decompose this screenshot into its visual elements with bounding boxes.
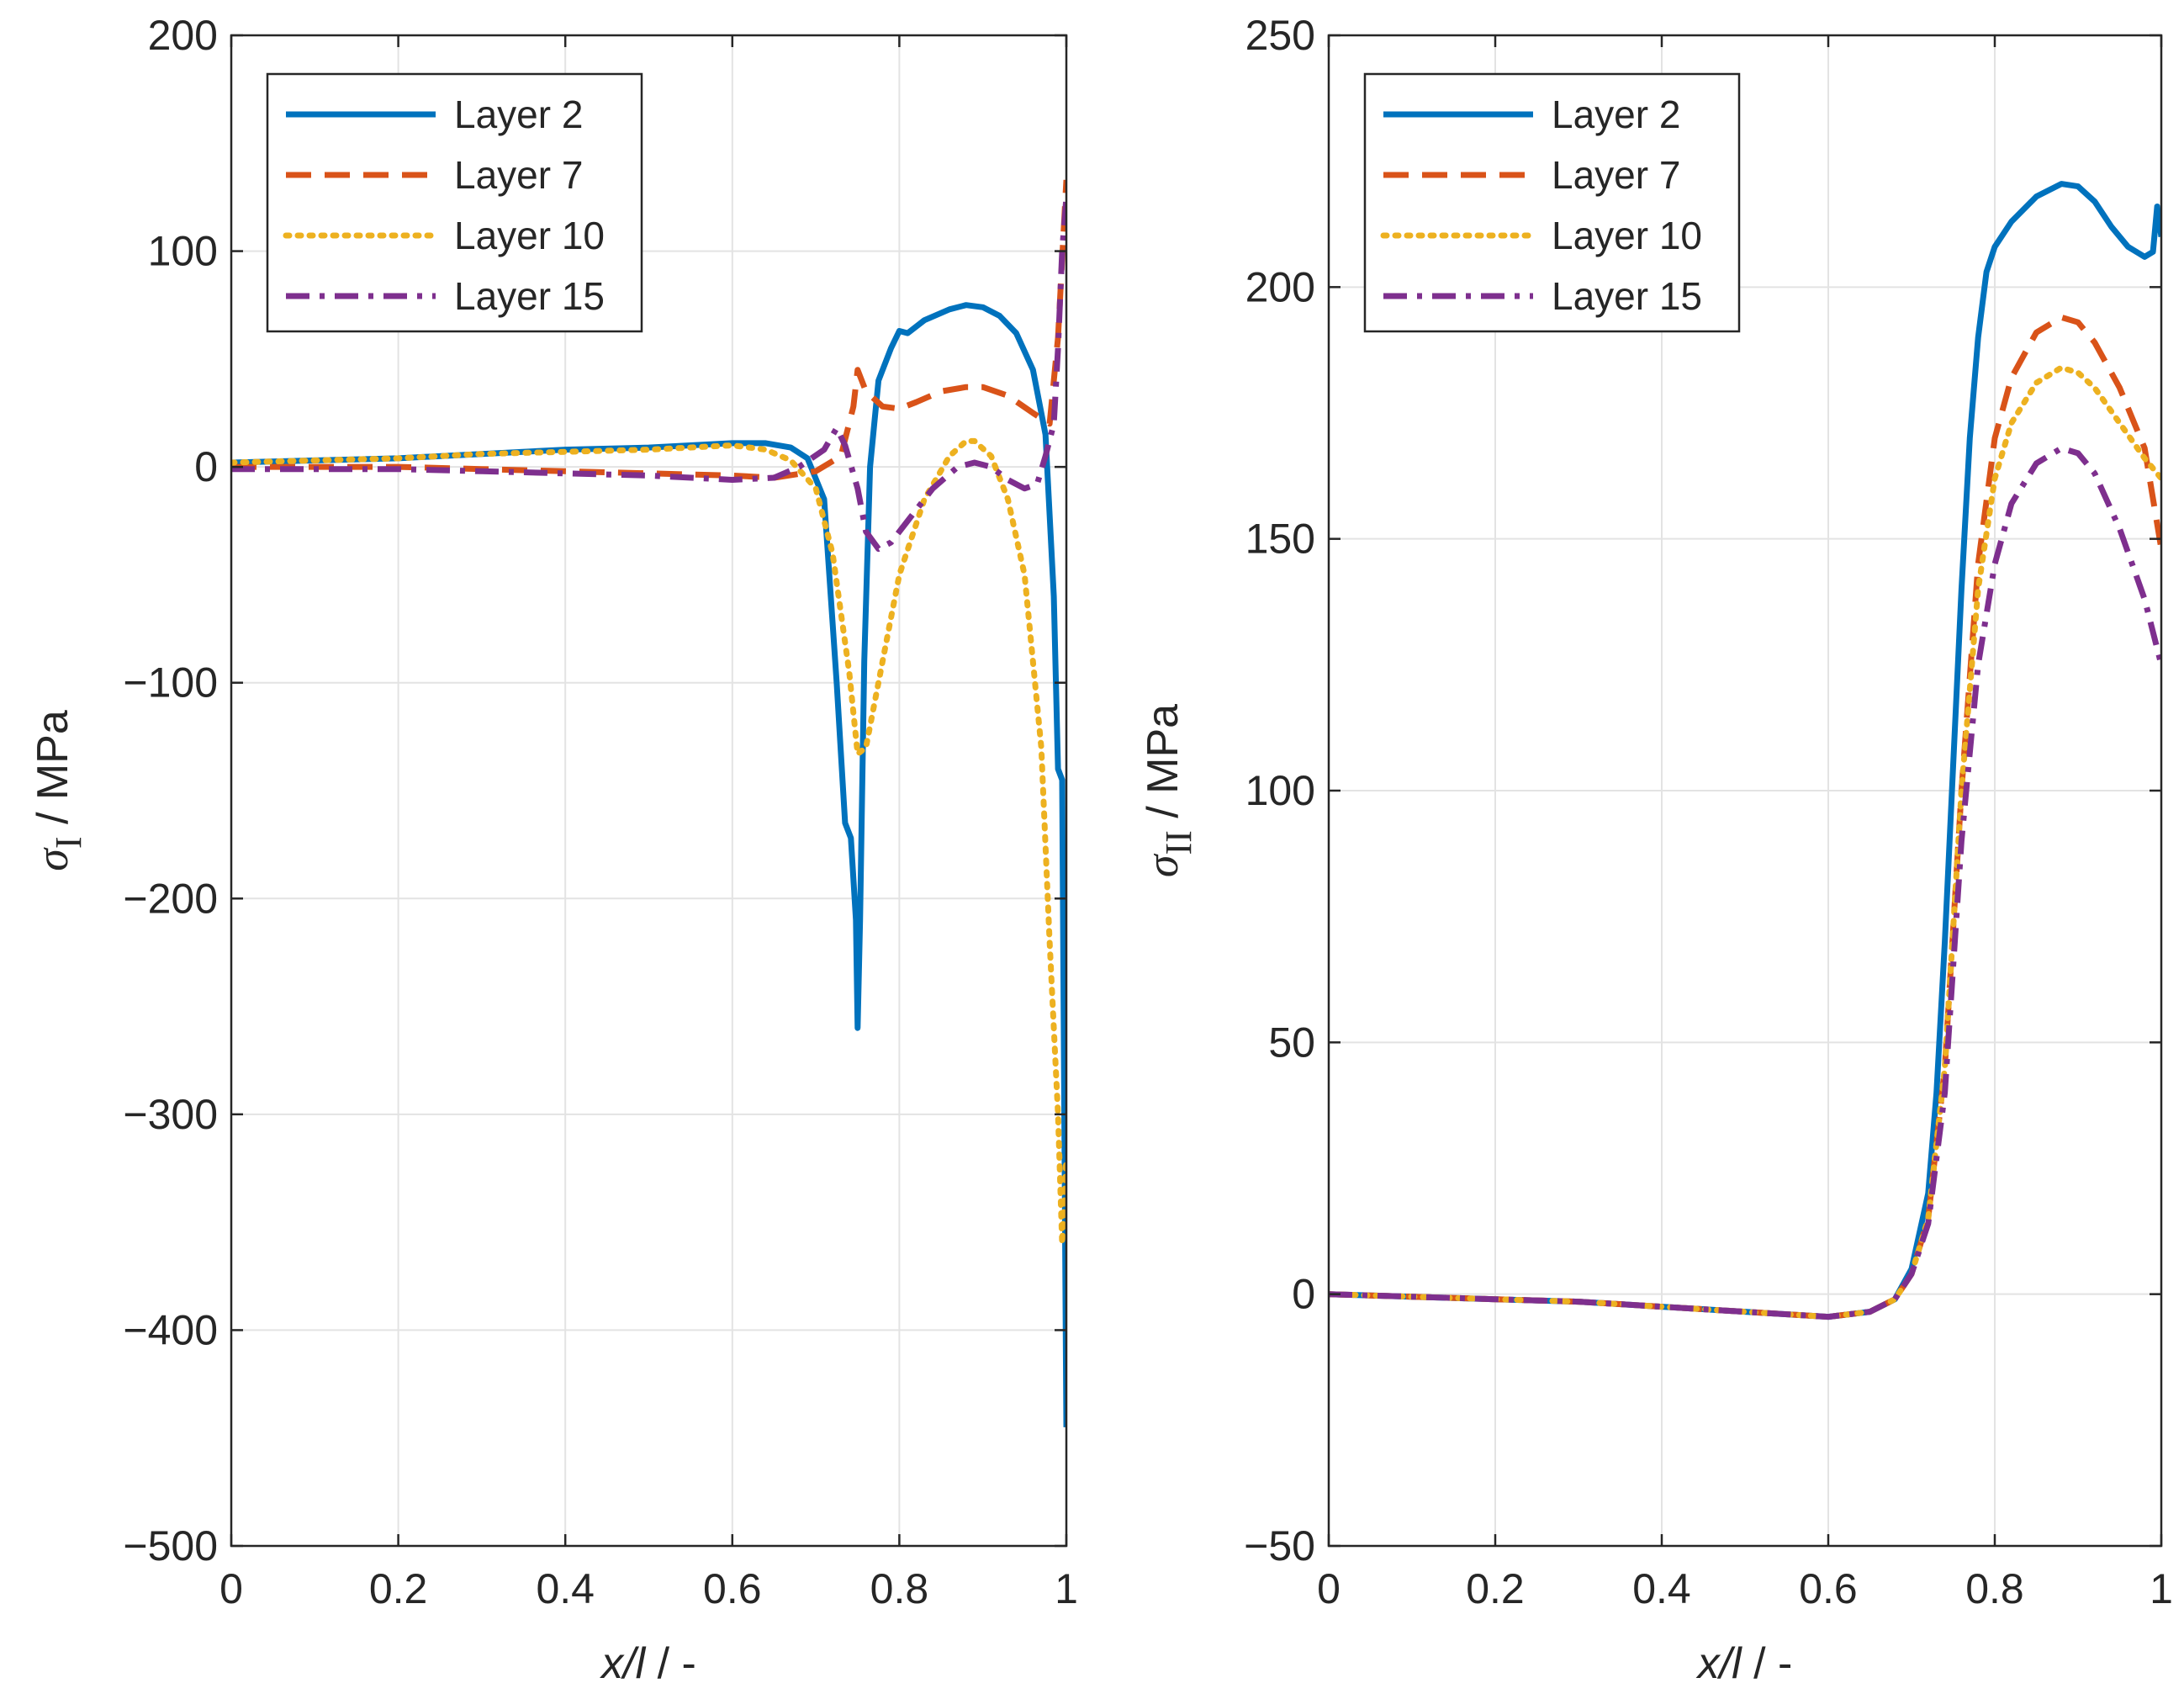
series-line-layer-2 (1329, 181, 2161, 1321)
y-axis-label: σI / MPa (27, 710, 89, 871)
x-tick-label: 0.4 (536, 1565, 595, 1612)
series-line-layer-7 (1329, 314, 2161, 1321)
x-tick-label: 0.6 (703, 1565, 762, 1612)
legend-label: Layer 7 (454, 153, 583, 197)
series-line-layer-10 (231, 437, 1066, 1247)
legend-label: Layer 2 (1552, 93, 1680, 136)
y-axis-subscript: I (48, 836, 89, 849)
y-tick-label: 150 (1245, 516, 1315, 563)
y-tick-label: 200 (148, 12, 218, 59)
legend-label: Layer 10 (1552, 214, 1702, 257)
series-line-layer-15 (1329, 445, 2161, 1321)
left-chart: 0 0.2 0.4 0.6 0.8 1 −500 −400 −300 −200 −100 0 100 20… (27, 12, 1078, 1688)
x-axis-label: x/l / - (599, 1639, 696, 1688)
axes-box (230, 34, 1068, 1548)
x-tick-label: 0.6 (1799, 1565, 1858, 1612)
x-tick-label: 0.8 (1965, 1565, 2024, 1612)
y-axis-unit: / MPa (1139, 704, 1187, 830)
x-axis-variable: x/l (599, 1639, 646, 1688)
y-tick-label: −500 (123, 1522, 218, 1569)
x-tick-label: 0 (219, 1565, 243, 1612)
y-axis-symbol: σ (1137, 853, 1187, 877)
y-tick-label: −50 (1244, 1522, 1315, 1569)
x-tick-label: 0.2 (369, 1565, 428, 1612)
x-tick-label: 0.4 (1632, 1565, 1691, 1612)
series-group (231, 179, 1066, 1427)
y-tick-label: 250 (1245, 12, 1315, 59)
y-tick-label: −100 (123, 659, 218, 707)
y-tick-label: 0 (194, 443, 218, 490)
y-axis-label: σII / MPa (1137, 704, 1199, 877)
x-axis-unit: / - (645, 1639, 696, 1688)
legend-label: Layer 10 (454, 214, 605, 257)
y-axis-unit: / MPa (29, 710, 77, 836)
y-axis-symbol: σ (27, 847, 77, 871)
x-tick-label: 1 (1055, 1565, 1078, 1612)
series-group (1329, 181, 2161, 1321)
x-tick-label: 0.8 (870, 1565, 929, 1612)
series-line-layer-15 (231, 197, 1066, 553)
legend-label: Layer 2 (454, 93, 583, 136)
x-tick-label: 0.2 (1466, 1565, 1525, 1612)
x-tick-label: 1 (2150, 1565, 2173, 1612)
y-tick-label: −300 (123, 1091, 218, 1138)
x-axis-label: x/l / - (1695, 1639, 1793, 1688)
y-tick-label: 100 (1245, 767, 1315, 814)
legend: Layer 2 Layer 7 Layer 10 Layer 15 (1363, 72, 1741, 333)
legend-label: Layer 15 (1552, 274, 1702, 318)
series-line-layer-7 (231, 179, 1066, 481)
legend: Layer 2 Layer 7 Layer 10 Layer 15 (266, 72, 643, 333)
x-axis-variable: x/l (1695, 1639, 1742, 1688)
y-tick-label: −400 (123, 1306, 218, 1353)
legend-label: Layer 15 (454, 274, 605, 318)
x-tick-label: 0 (1317, 1565, 1341, 1612)
series-line-layer-10 (1329, 364, 2161, 1321)
y-tick-label: 50 (1268, 1019, 1315, 1066)
y-axis-subscript: II (1158, 830, 1199, 855)
y-tick-label: 100 (148, 228, 218, 275)
y-tick-label: 0 (1292, 1271, 1315, 1318)
y-tick-label: −200 (123, 875, 218, 922)
y-tick-label: 200 (1245, 263, 1315, 310)
x-axis-unit: / - (1742, 1639, 1793, 1688)
legend-label: Layer 7 (1552, 153, 1680, 197)
